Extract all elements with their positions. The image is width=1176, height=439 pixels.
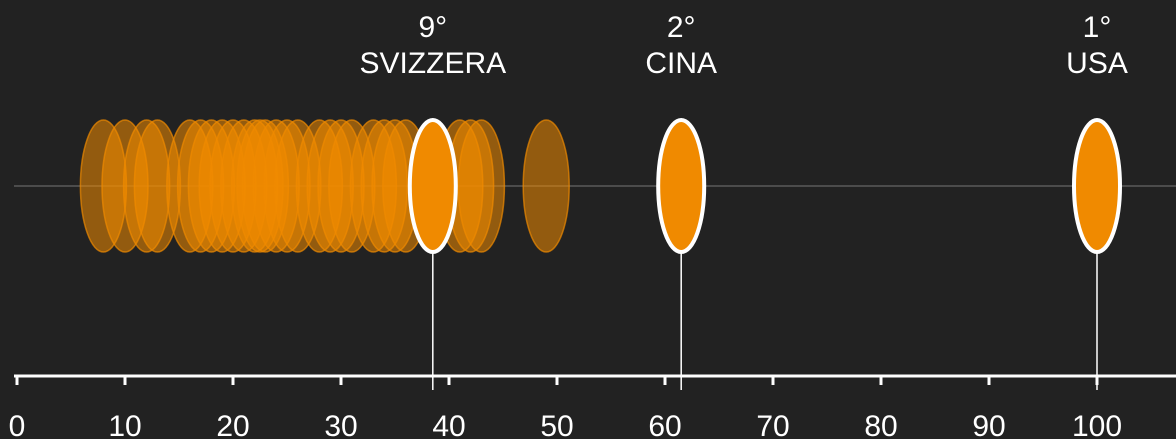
x-tick-label: 60 — [648, 410, 681, 439]
highlight-country: SVIZZERA — [359, 47, 506, 80]
x-tick-label: 100 — [1072, 410, 1122, 439]
highlight-rank: 9° — [418, 11, 447, 44]
highlight-country: CINA — [645, 47, 717, 80]
highlight-layer: 9°SVIZZERA 2°CINA 1°USA — [359, 11, 1128, 390]
x-tick-label: 70 — [756, 410, 789, 439]
x-tick-label: 80 — [864, 410, 897, 439]
x-tick-label: 10 — [108, 410, 141, 439]
marker-other — [522, 119, 570, 253]
highlight-country: USA — [1066, 47, 1128, 80]
x-tick-label: 90 — [972, 410, 1005, 439]
marker-highlight — [407, 118, 458, 254]
marker-highlight — [656, 118, 707, 254]
highlight-rank: 2° — [667, 11, 696, 44]
x-tick-label: 40 — [432, 410, 465, 439]
x-tick-label: 20 — [216, 410, 249, 439]
highlight-rank: 1° — [1083, 11, 1112, 44]
x-axis: 0 10 20 30 40 50 60 70 80 90 100 — [9, 374, 1176, 439]
others-layer — [79, 119, 570, 253]
x-tick-label: 30 — [324, 410, 357, 439]
marker-highlight — [1072, 118, 1122, 254]
marker-other — [457, 119, 506, 253]
x-tick-label: 0 — [9, 410, 26, 439]
x-tick-label: 50 — [540, 410, 573, 439]
